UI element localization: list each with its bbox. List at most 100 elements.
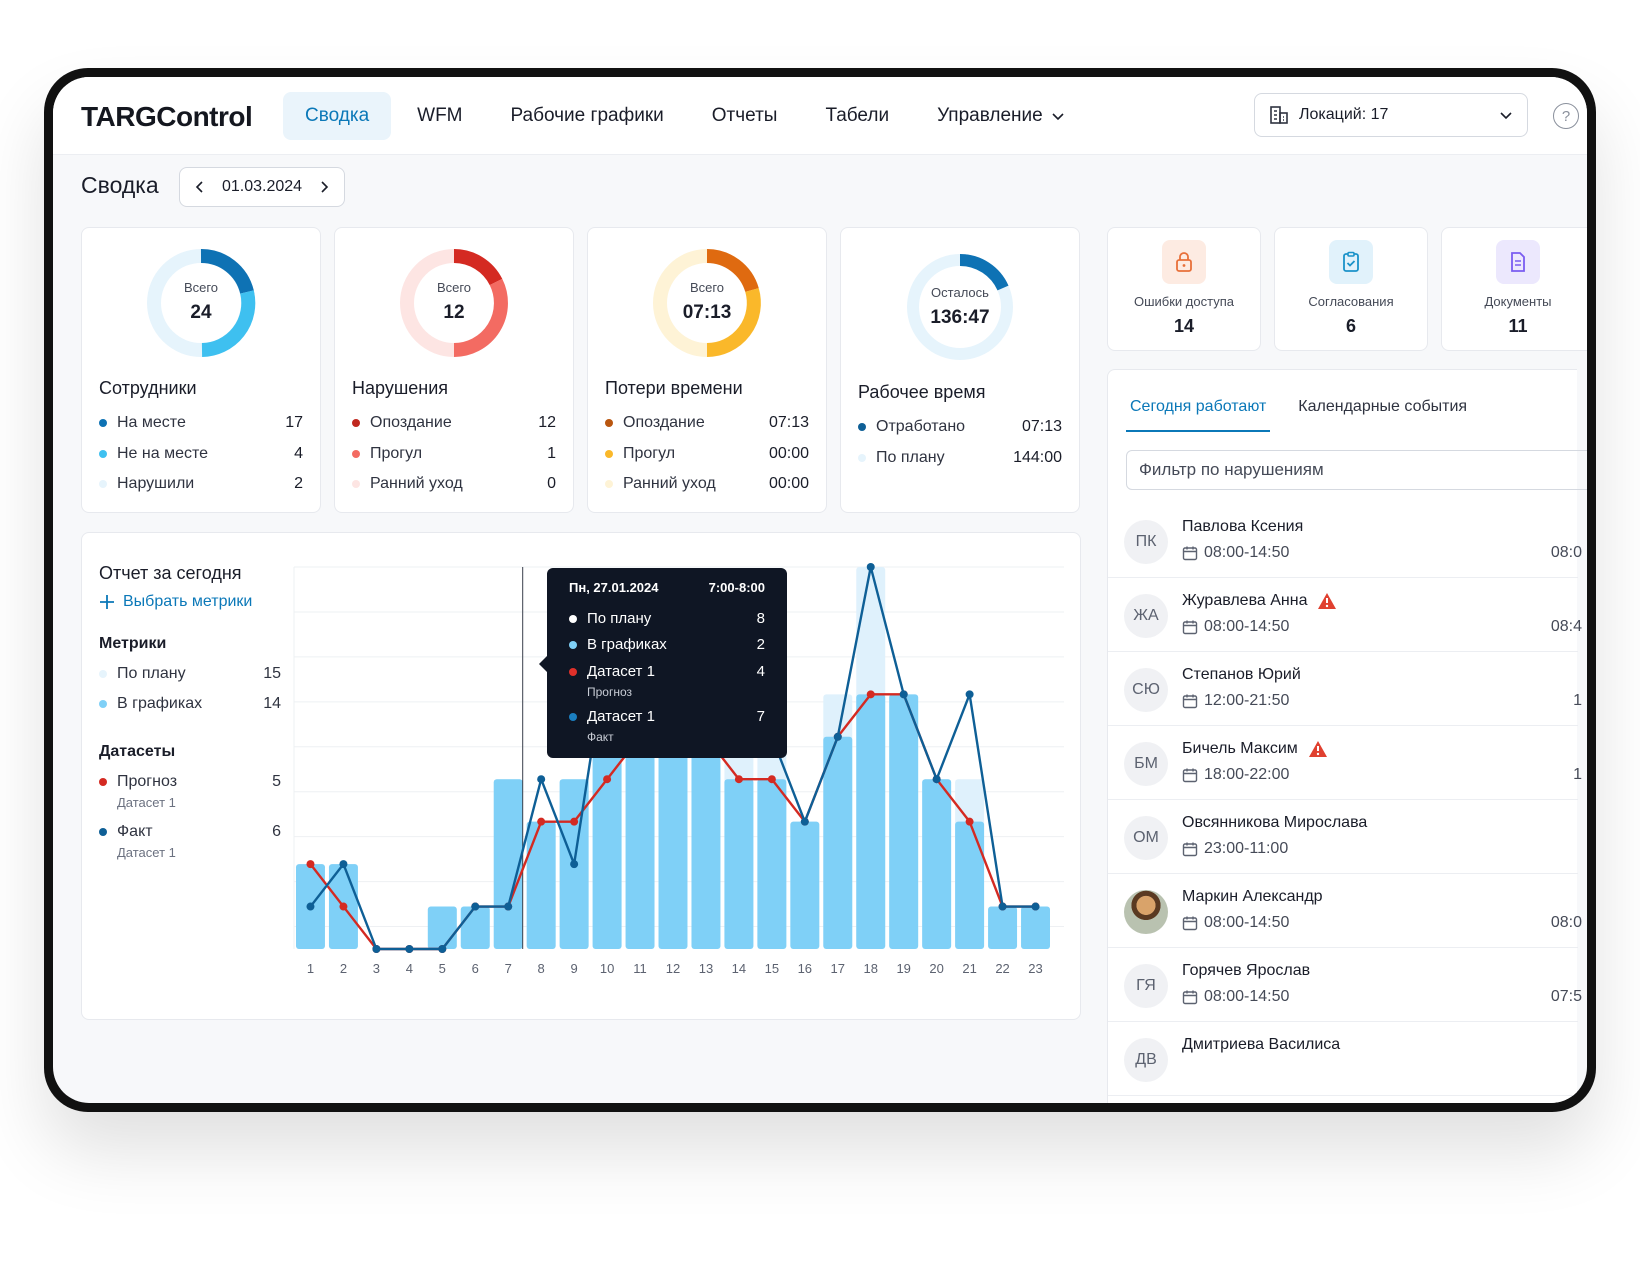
nav-tab-summary[interactable]: Сводка bbox=[283, 92, 392, 140]
shift-time-text: 23:00-11:00 bbox=[1204, 840, 1289, 857]
x-tick-label: 23 bbox=[1028, 961, 1042, 976]
stat-row: Опоздание 12 bbox=[352, 408, 556, 439]
mini-card-label: Ошибки доступа bbox=[1134, 294, 1234, 309]
metric-value: 15 bbox=[263, 665, 281, 682]
employee-row[interactable]: ДВ Дмитриева Василиса bbox=[1108, 1022, 1578, 1096]
employee-name-text: Павлова Ксения bbox=[1182, 518, 1304, 535]
metric-row[interactable]: В графиках 14 bbox=[99, 695, 281, 713]
metric-label: По плану bbox=[117, 665, 186, 682]
stat-row-label: Опоздание bbox=[623, 414, 705, 432]
mini-card-access-errors[interactable]: Ошибки доступа 14 bbox=[1107, 227, 1261, 351]
stat-row-label: Не на месте bbox=[117, 444, 209, 462]
select-metrics-button[interactable]: Выбрать метрики bbox=[99, 593, 252, 611]
employee-row[interactable]: Маркин Александр 08:00-14:50 08:0 bbox=[1108, 874, 1582, 948]
tooltip-date: Пн, 27.01.2024 bbox=[569, 580, 659, 595]
avatar bbox=[1124, 890, 1168, 934]
stat-row-value: 1 bbox=[547, 444, 556, 462]
employee-name: Маркин Александр bbox=[1182, 888, 1323, 906]
stat-card-violations[interactable]: Всего 12 Нарушения Опоздание 12 Прогул 1 Р… bbox=[334, 227, 574, 513]
employee-row[interactable]: ПК Павлова Ксения 08:00-14:50 08:0 bbox=[1108, 504, 1582, 578]
stat-row: Опоздание 07:13 bbox=[605, 408, 809, 439]
avatar: СЮ bbox=[1124, 668, 1168, 712]
stat-row-value: 144:00 bbox=[1013, 448, 1062, 466]
point-fact bbox=[405, 945, 414, 953]
mini-card-label: Документы bbox=[1484, 294, 1552, 309]
employee-row[interactable]: СЮ Степанов Юрий 12:00-21:50 1 bbox=[1108, 652, 1582, 726]
employee-name-text: Бичель Максим bbox=[1182, 740, 1298, 757]
chevron-left-icon[interactable] bbox=[194, 180, 206, 194]
violations-filter-input[interactable]: Фильтр по нарушениям bbox=[1126, 450, 1587, 490]
employee-row[interactable]: БМ Бичель Максим 18:00-22:00 1 bbox=[1108, 726, 1582, 800]
date-value[interactable]: 01.03.2024 bbox=[221, 178, 303, 195]
tab-calendar-events[interactable]: Календарные события bbox=[1298, 398, 1468, 415]
nav-tab-reports[interactable]: Отчеты bbox=[690, 92, 800, 140]
shift-time: 18:00-22:00 bbox=[1182, 766, 1289, 784]
shift-time: 23:00-11:00 bbox=[1182, 840, 1288, 858]
employee-name-text: Журавлева Анна bbox=[1182, 592, 1308, 609]
plus-icon bbox=[100, 595, 114, 609]
employee-row[interactable]: ОМ Овсянникова Мирослава 23:00-11:00 bbox=[1108, 800, 1578, 874]
stat-row-label: Ранний уход bbox=[623, 475, 716, 493]
point-fact bbox=[570, 860, 579, 869]
chevron-right-icon[interactable] bbox=[318, 180, 330, 194]
stat-row-label: Нарушили bbox=[117, 475, 195, 493]
point-forecast bbox=[306, 860, 315, 869]
stat-row-label: Ранний уход bbox=[370, 475, 463, 493]
stat-row: Ранний уход 00:00 bbox=[605, 469, 809, 500]
legend-dot bbox=[569, 712, 577, 721]
stat-card-work-time[interactable]: Осталось 136:47 Рабочее время Отработано… bbox=[840, 227, 1080, 513]
shift-time-text: 12:00-21:50 bbox=[1204, 692, 1290, 709]
dataset-row[interactable]: Прогноз 5 bbox=[99, 773, 281, 791]
employee-row[interactable]: ЖА Журавлева Анна 08:00-14:50 08:4 bbox=[1108, 578, 1582, 652]
warning-icon bbox=[1308, 741, 1327, 757]
shift-time: 08:00-14:50 bbox=[1182, 618, 1289, 636]
point-fact bbox=[537, 775, 546, 784]
calendar-icon bbox=[1182, 842, 1198, 857]
point-fact bbox=[504, 902, 513, 911]
calendar-icon bbox=[1182, 916, 1198, 931]
mini-card-approvals[interactable]: Согласования 6 bbox=[1274, 227, 1428, 351]
employee-row[interactable]: ГЯ Горячев Ярослав 08:00-14:50 07:5 bbox=[1108, 948, 1582, 1022]
donut-chart bbox=[400, 249, 508, 357]
point-forecast bbox=[734, 775, 743, 784]
legend-dot bbox=[352, 449, 360, 458]
x-tick-label: 11 bbox=[633, 961, 647, 976]
x-tick-label: 7 bbox=[505, 961, 512, 976]
calendar-icon bbox=[1182, 990, 1198, 1005]
donut-value: 12 bbox=[443, 302, 465, 323]
avatar: ГЯ bbox=[1124, 964, 1168, 1008]
stat-card-time-loss[interactable]: Всего 07:13 Потери времени Опоздание 07:1… bbox=[587, 227, 827, 513]
bar-scheduled bbox=[889, 694, 919, 949]
nav-tab-management[interactable]: Управление bbox=[915, 92, 1087, 140]
nav-tab-timesheets[interactable]: Табели bbox=[803, 92, 911, 140]
metric-row[interactable]: По плану 15 bbox=[99, 665, 281, 683]
employee-name: Овсянникова Мирослава bbox=[1182, 814, 1367, 832]
calendar-icon bbox=[1182, 620, 1198, 635]
legend-dot bbox=[99, 778, 107, 786]
stat-row-value: 2 bbox=[294, 475, 303, 493]
employee-name: Журавлева Анна bbox=[1182, 592, 1337, 610]
stat-row-value: 0 bbox=[547, 475, 556, 493]
stat-row: Прогул 00:00 bbox=[605, 439, 809, 470]
chart-tooltip: Пн, 27.01.2024 7:00-8:00 По плану 8 В граф… bbox=[539, 568, 787, 758]
stat-row: На месте 17 bbox=[99, 408, 303, 439]
nav-tab-schedules[interactable]: Рабочие графики bbox=[489, 92, 686, 140]
tooltip-row-sub: Прогноз bbox=[587, 685, 633, 699]
help-icon[interactable]: ? bbox=[1553, 103, 1579, 129]
locations-select[interactable]: Локаций: 17 bbox=[1254, 93, 1528, 137]
point-fact bbox=[899, 690, 908, 699]
dataset-row[interactable]: Факт 6 bbox=[99, 823, 281, 841]
stat-card-employees[interactable]: Всего 24 Сотрудники На месте 17 Не на мес… bbox=[81, 227, 321, 513]
nav-tab-wfm[interactable]: WFM bbox=[395, 92, 484, 140]
x-tick-label: 21 bbox=[962, 961, 976, 976]
tooltip-row-value: 2 bbox=[756, 636, 765, 653]
legend-dot bbox=[569, 667, 577, 676]
stat-title: Рабочее время bbox=[858, 382, 986, 402]
point-fact bbox=[372, 945, 381, 953]
mini-card-documents[interactable]: Документы 11 bbox=[1441, 227, 1587, 351]
tab-working-today[interactable]: Сегодня работают bbox=[1126, 390, 1271, 432]
legend-dot bbox=[99, 828, 107, 836]
point-fact bbox=[438, 945, 447, 953]
stat-row-value: 4 bbox=[294, 444, 303, 462]
dataset-sub: Датасет 1 bbox=[117, 845, 176, 860]
